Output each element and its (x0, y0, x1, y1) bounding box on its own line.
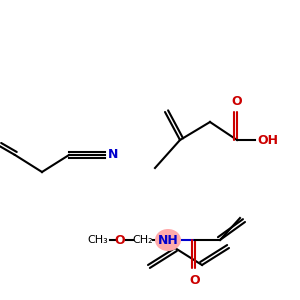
Text: CH₃: CH₃ (88, 235, 108, 245)
Text: CH₂: CH₂ (133, 235, 153, 245)
Text: OH: OH (257, 134, 278, 146)
Ellipse shape (155, 229, 181, 251)
Text: O: O (115, 233, 125, 247)
Text: NH: NH (158, 233, 178, 247)
Text: O: O (232, 95, 242, 108)
Text: O: O (190, 274, 200, 287)
Text: N: N (108, 148, 119, 161)
